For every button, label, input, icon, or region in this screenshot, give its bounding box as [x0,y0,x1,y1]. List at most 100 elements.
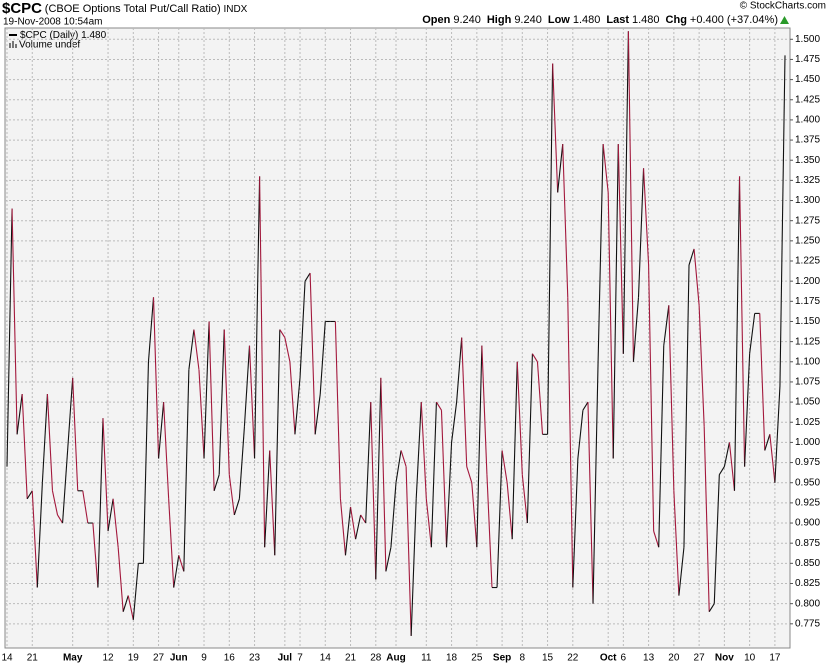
x-tick-label: 23 [249,653,261,664]
price-segment [648,265,655,532]
price-segment [430,402,437,548]
price-segment [627,31,634,362]
price-segment [511,361,518,540]
legend-label: $CPC (Daily) [20,30,78,41]
price-segment [496,450,503,588]
y-tick-label: 1.050 [795,397,820,408]
price-segment [637,168,645,298]
quote-value: 1.480 [573,14,601,26]
price-segment [501,450,508,483]
legend-value: 1.480 [81,30,106,41]
price-segment [355,514,362,540]
price-segment [506,482,513,540]
x-tick-label: 28 [370,653,382,664]
price-segment [339,498,347,556]
price-segment [269,450,276,556]
y-tick-label: 1.000 [795,437,820,448]
price-segment [688,248,695,266]
x-tick-label: 22 [567,653,579,664]
y-tick-label: 1.075 [795,377,820,388]
price-segment [607,192,614,459]
price-segment [733,176,741,491]
y-tick-label: 1.325 [795,175,820,186]
price-segment [299,281,306,378]
price-segment [779,55,786,386]
legend-entry: $CPC (Daily) 1.480 [20,30,107,41]
price-segment [314,393,321,435]
y-tick-label: 0.800 [795,598,820,609]
quote: Open 9.240 High 9.240 Low 1.480 Last 1.480 Chg +0… [422,14,778,26]
price-segment [562,144,569,298]
chart-header: $CPC (CBOE Options Total Put/Call Ratio)… [2,0,248,17]
price-segment [728,442,736,491]
x-tick-label: Nov [715,653,734,664]
price-segment [749,313,756,354]
y-tick-label: 1.225 [795,256,820,267]
price-segment [693,248,700,306]
price-segment [703,426,710,612]
price-segment [435,401,442,411]
y-tick-label: 1.125 [795,336,820,347]
price-segment [713,474,720,604]
y-tick-label: 0.875 [795,538,820,549]
price-segment [526,353,533,524]
quote-value: +0.400 (+37.04%) [690,14,778,26]
x-tick-label: 21 [27,653,39,664]
y-tick-label: 0.975 [795,457,820,468]
price-segment [158,402,165,459]
x-tick-label: 13 [643,653,655,664]
x-tick-label: Oct [600,653,617,664]
price-segment [213,474,220,491]
price-segment [107,498,114,532]
price-segment [112,498,119,548]
price-segment [547,63,554,435]
quote-label: High [487,14,512,26]
price-segment [663,305,670,346]
price-segment [476,345,483,548]
price-segment [193,329,200,370]
price-segment [521,474,528,524]
price-segment [178,555,185,572]
price-segment [294,377,301,435]
price-segment [395,450,402,483]
price-segment [344,506,352,556]
price-segment [183,369,190,572]
price-segment [723,442,730,467]
x-tick-label: 19 [128,653,140,664]
symbol: $CPC [2,0,42,17]
quote-value: 9.240 [453,14,481,26]
quote-label: Last [606,14,629,26]
quote-value: 9.240 [514,14,542,26]
price-segment [21,394,28,499]
y-tick-label: 1.275 [795,215,820,226]
price-segment [274,329,281,556]
x-tick-label: 27 [694,653,706,664]
x-tick-label: 8 [520,653,526,664]
y-tick-label: 1.500 [795,34,820,45]
price-segment [46,394,54,491]
x-tick-label: 14 [320,653,332,664]
price-segment [319,321,326,395]
price-segment [117,547,124,612]
price-segment [738,176,746,467]
price-segment [673,490,680,596]
price-segment [461,337,468,467]
price-segment [208,321,215,491]
y-tick-label: 1.400 [795,115,820,126]
price-segment [304,272,311,282]
price-segment [168,498,175,588]
price-segment [486,474,493,588]
price-segment [425,498,432,548]
price-segment [284,337,291,362]
price-segment [188,329,195,370]
price-segment [552,63,559,193]
price-segment [440,410,448,548]
price-segment [309,273,316,435]
price-segment [218,329,225,475]
price-segment [617,144,624,354]
price-segment [152,297,160,459]
price-segment [92,522,99,588]
x-tick-label: 7 [297,653,303,664]
y-tick-label: 0.825 [795,578,820,589]
